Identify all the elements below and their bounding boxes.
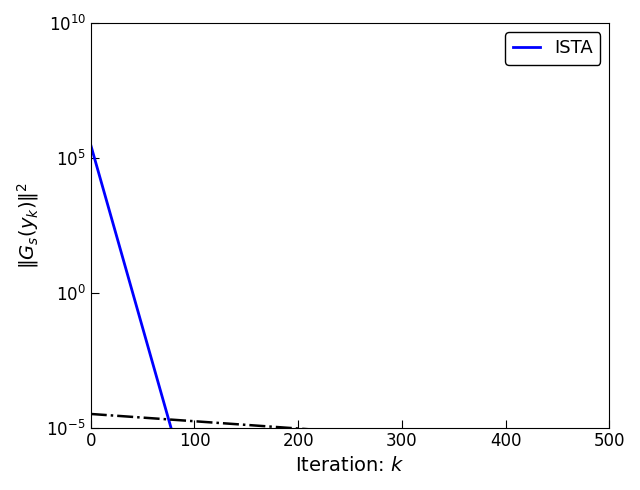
Y-axis label: $\|G_s(y_k)\|^2$: $\|G_s(y_k)\|^2$ [15, 182, 41, 269]
ISTA [87, 142, 95, 148]
Legend: ISTA: ISTA [506, 32, 600, 65]
X-axis label: Iteration: $k$: Iteration: $k$ [295, 456, 404, 475]
Line: ISTA: ISTA [91, 145, 609, 490]
